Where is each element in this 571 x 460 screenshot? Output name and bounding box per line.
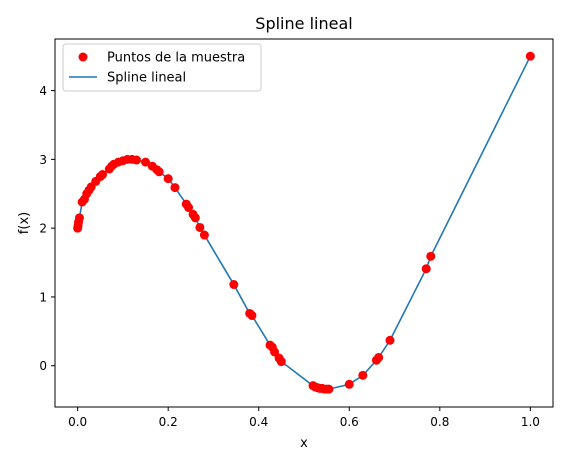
legend-label-line: Spline lineal: [107, 71, 186, 86]
data-point-53: [421, 264, 431, 274]
x-tick-label: 0.0: [68, 415, 87, 429]
data-point-47: [324, 384, 334, 394]
data-point-37: [270, 347, 280, 357]
x-tick-label: 0.8: [430, 415, 449, 429]
data-point-39: [276, 357, 286, 367]
y-tick-label: 0: [39, 359, 47, 373]
data-point-19: [131, 155, 141, 165]
data-point-29: [190, 213, 200, 223]
legend-marker-scatter: [78, 52, 88, 62]
data-point-52: [385, 335, 395, 345]
data-point-23: [154, 167, 164, 177]
y-axis: 0 1 2 3 4: [39, 84, 55, 373]
legend-label-scatter: Puntos de la muestra: [107, 51, 245, 66]
x-axis: 0.0 0.2 0.4 0.6 0.8 1.0: [68, 407, 540, 429]
data-point-11: [98, 170, 108, 180]
x-tick-label: 0.4: [249, 415, 268, 429]
y-tick-label: 4: [39, 84, 47, 98]
x-tick-label: 1.0: [521, 415, 540, 429]
data-point-55: [525, 51, 535, 61]
y-tick-label: 3: [39, 153, 47, 167]
data-point-20: [141, 157, 151, 167]
data-point-27: [184, 203, 194, 213]
data-point-25: [170, 183, 180, 193]
plot-area: [73, 51, 535, 394]
data-point-31: [199, 230, 209, 240]
y-tick-label: 2: [39, 222, 47, 236]
data-point-34: [247, 311, 257, 321]
y-tick-label: 1: [39, 290, 47, 304]
data-point-32: [229, 280, 239, 290]
legend-box: [62, 43, 262, 92]
y-axis-label: f(x): [17, 212, 32, 234]
data-point-48: [344, 379, 354, 389]
x-axis-label: x: [300, 436, 308, 451]
data-point-3: [74, 213, 84, 223]
data-point-30: [195, 222, 205, 232]
x-tick-label: 0.2: [159, 415, 178, 429]
data-point-54: [426, 251, 436, 261]
chart-title: Spline lineal: [255, 14, 352, 33]
data-point-49: [358, 370, 368, 380]
data-point-24: [163, 174, 173, 184]
data-point-51: [374, 352, 384, 362]
legend: Puntos de la muestra Spline lineal: [62, 43, 262, 92]
x-tick-label: 0.6: [340, 415, 359, 429]
axes-frame: [54, 38, 554, 408]
